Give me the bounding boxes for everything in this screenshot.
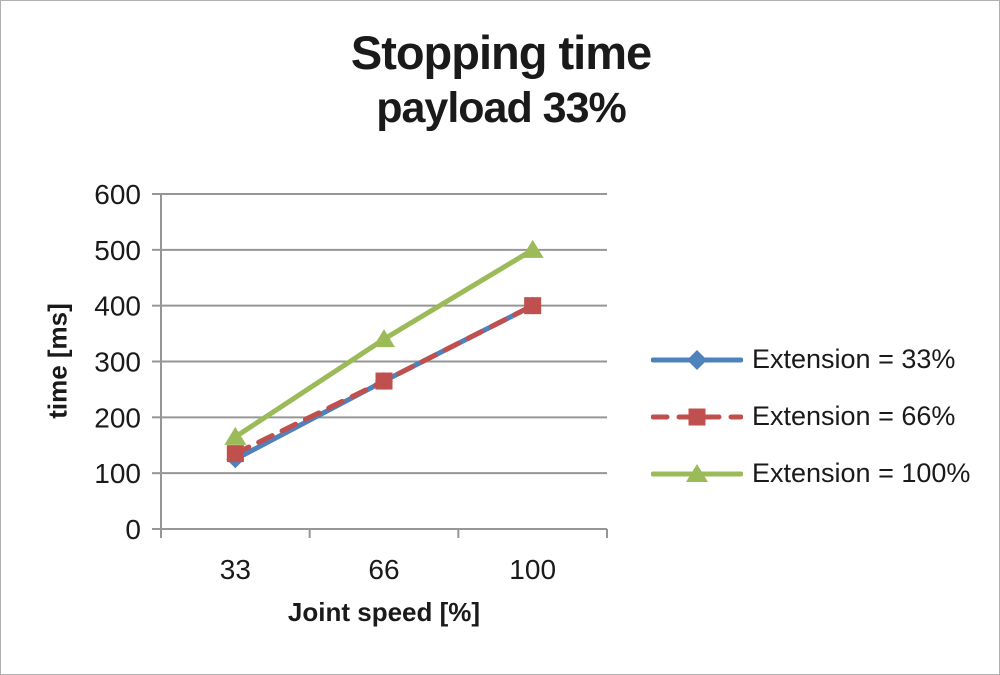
legend-label-0: Extension = 33%: [752, 344, 956, 374]
x-tick-label: 66: [368, 554, 399, 585]
x-axis-title: Joint speed [%]: [287, 597, 481, 627]
y-tick-label: 600: [94, 179, 141, 210]
square-icon: [688, 408, 706, 425]
legend-item-1: Extension = 66%: [651, 388, 996, 445]
triangle-icon: [686, 463, 708, 482]
y-tick-label: 500: [94, 235, 141, 266]
legend-swatch-triangle: [651, 463, 743, 482]
marker-triangle-2-0: [224, 426, 247, 445]
legend-swatch-square: [651, 408, 743, 425]
legend-label-1: Extension = 66%: [752, 401, 956, 431]
marker-triangle-2-2: [521, 239, 544, 258]
x-tick-label: 33: [220, 554, 251, 585]
x-tick-label: 100: [509, 554, 556, 585]
legend-item-0: Extension = 33%: [651, 331, 996, 388]
chart-title: Stopping time: [350, 26, 652, 79]
marker-square-1-2: [524, 297, 542, 315]
legend-item-2: Extension = 100%: [651, 445, 996, 502]
y-tick-label: 200: [94, 402, 141, 433]
y-tick-label: 300: [94, 347, 141, 378]
y-tick-label: 400: [94, 291, 141, 322]
y-tick-label: 100: [94, 458, 141, 489]
diamond-icon: [687, 349, 707, 370]
legend-swatch-diamond: [651, 349, 743, 370]
y-tick-label: 0: [125, 514, 141, 545]
legend: Extension = 33% Extension = 66% Extension …: [651, 331, 996, 502]
marker-square-1-0: [226, 445, 244, 463]
marker-triangle-2-1: [373, 329, 395, 348]
legend-label-2: Extension = 100%: [752, 458, 971, 488]
marker-square-1-1: [375, 372, 393, 390]
chart-subtitle: payload 33%: [376, 84, 627, 132]
